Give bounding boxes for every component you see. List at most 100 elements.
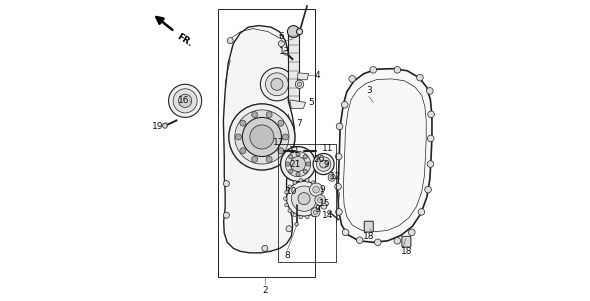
- Circle shape: [321, 203, 327, 209]
- Circle shape: [278, 41, 284, 47]
- Circle shape: [320, 203, 323, 207]
- Circle shape: [224, 181, 230, 187]
- Circle shape: [224, 212, 230, 218]
- Text: 14: 14: [322, 211, 334, 220]
- Polygon shape: [288, 30, 299, 102]
- Text: 18: 18: [401, 247, 412, 256]
- Circle shape: [342, 101, 348, 108]
- Circle shape: [287, 26, 300, 38]
- Circle shape: [242, 117, 281, 157]
- Circle shape: [288, 209, 291, 213]
- Circle shape: [309, 183, 323, 196]
- Circle shape: [286, 226, 292, 232]
- Circle shape: [284, 197, 287, 200]
- Text: 9: 9: [314, 205, 320, 214]
- Circle shape: [335, 183, 342, 190]
- Circle shape: [349, 76, 356, 82]
- Circle shape: [394, 67, 401, 73]
- Text: 12: 12: [330, 172, 342, 181]
- Circle shape: [240, 148, 246, 154]
- FancyBboxPatch shape: [364, 221, 373, 232]
- Circle shape: [291, 186, 317, 211]
- Text: 5: 5: [309, 98, 314, 107]
- Circle shape: [336, 209, 342, 215]
- Circle shape: [289, 155, 293, 159]
- Text: 19: 19: [152, 122, 164, 131]
- Circle shape: [287, 181, 322, 216]
- Polygon shape: [290, 100, 306, 108]
- Circle shape: [408, 229, 415, 236]
- FancyBboxPatch shape: [402, 236, 411, 247]
- Circle shape: [418, 209, 425, 215]
- Text: 17: 17: [273, 138, 284, 147]
- Text: FR.: FR.: [175, 32, 194, 48]
- Circle shape: [427, 161, 434, 167]
- Text: 11: 11: [289, 146, 301, 155]
- Circle shape: [251, 112, 258, 118]
- Text: 3: 3: [366, 86, 372, 95]
- Circle shape: [342, 229, 349, 236]
- Circle shape: [289, 169, 293, 173]
- Circle shape: [313, 210, 318, 214]
- Circle shape: [250, 125, 274, 149]
- Circle shape: [286, 162, 290, 166]
- Text: 15: 15: [319, 199, 331, 208]
- Circle shape: [266, 156, 272, 162]
- Circle shape: [394, 237, 401, 244]
- Circle shape: [294, 222, 299, 226]
- Circle shape: [286, 151, 311, 177]
- Circle shape: [312, 181, 315, 184]
- Circle shape: [296, 80, 304, 88]
- Circle shape: [262, 245, 268, 251]
- Polygon shape: [297, 73, 309, 80]
- Circle shape: [303, 155, 307, 159]
- Circle shape: [235, 134, 241, 140]
- Circle shape: [266, 73, 289, 96]
- Text: 16: 16: [178, 96, 189, 105]
- Circle shape: [251, 156, 258, 162]
- Text: 8: 8: [284, 251, 290, 260]
- Text: 6: 6: [278, 32, 284, 41]
- Circle shape: [260, 68, 293, 101]
- Circle shape: [428, 111, 434, 118]
- Circle shape: [278, 120, 284, 126]
- Circle shape: [169, 84, 202, 117]
- Circle shape: [297, 29, 303, 35]
- Circle shape: [335, 153, 342, 160]
- Circle shape: [303, 169, 307, 173]
- Circle shape: [370, 67, 376, 73]
- Text: 20: 20: [313, 155, 325, 164]
- Circle shape: [321, 197, 325, 200]
- Circle shape: [163, 123, 168, 128]
- Circle shape: [293, 181, 297, 184]
- Polygon shape: [218, 9, 314, 277]
- Circle shape: [317, 197, 323, 203]
- Circle shape: [375, 239, 381, 246]
- Circle shape: [298, 193, 310, 205]
- Circle shape: [306, 178, 309, 182]
- Text: 10: 10: [286, 187, 298, 196]
- Circle shape: [313, 186, 319, 193]
- Text: 2: 2: [262, 286, 268, 295]
- Circle shape: [284, 50, 289, 55]
- Circle shape: [285, 191, 289, 194]
- Text: 9: 9: [319, 185, 325, 194]
- Circle shape: [293, 213, 297, 217]
- Text: 11: 11: [322, 144, 334, 154]
- Circle shape: [320, 191, 323, 194]
- Circle shape: [266, 112, 272, 118]
- Circle shape: [229, 104, 295, 170]
- Circle shape: [320, 160, 327, 168]
- Circle shape: [356, 237, 363, 244]
- Circle shape: [316, 185, 320, 188]
- Circle shape: [316, 209, 320, 213]
- Circle shape: [425, 186, 431, 193]
- Circle shape: [427, 135, 434, 142]
- Circle shape: [328, 174, 335, 181]
- Circle shape: [235, 110, 289, 164]
- Circle shape: [285, 203, 289, 207]
- Circle shape: [297, 82, 301, 86]
- Circle shape: [313, 154, 334, 175]
- Text: 7: 7: [297, 119, 303, 128]
- Circle shape: [299, 215, 303, 219]
